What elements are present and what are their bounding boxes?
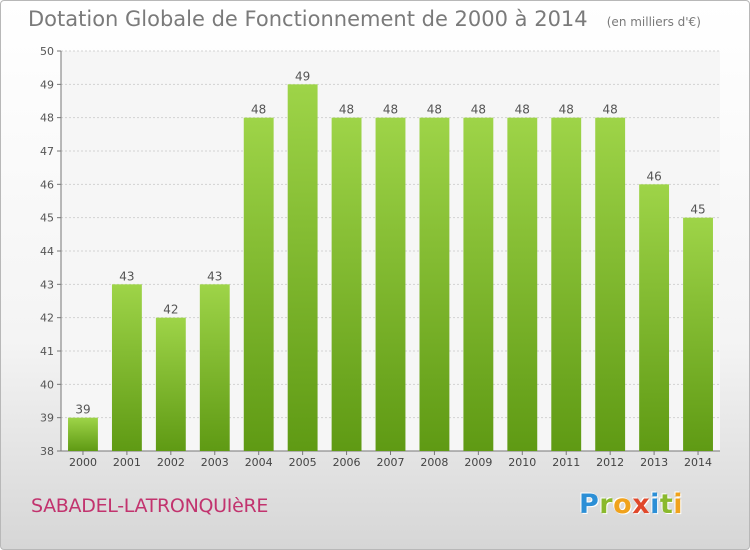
data-label-2002: 42: [163, 303, 178, 317]
bar-2011: [551, 117, 582, 452]
y-tick-label: 40: [40, 378, 54, 391]
bar-2006: [331, 117, 362, 452]
bar-2000: [68, 417, 98, 451]
data-labels: 39 43 42 43 48 49 48 48 48 48 48 48 48 46 45: [75, 69, 705, 416]
y-tick-label: 43: [40, 278, 54, 291]
proxiti-logo: Proxiti: [579, 489, 683, 520]
bars: [68, 84, 713, 452]
logo-letter: r: [599, 489, 614, 520]
data-label-2006: 48: [339, 103, 354, 117]
x-tick-label: 2009: [464, 456, 492, 469]
bar-2001: [111, 284, 142, 451]
bar-2008: [419, 117, 450, 452]
data-label-2005: 49: [295, 69, 310, 83]
bar-2010: [507, 117, 538, 452]
logo-letter: i: [673, 489, 684, 520]
y-tick-label: 46: [40, 178, 54, 191]
data-label-2012: 48: [603, 103, 618, 117]
data-label-2004: 48: [251, 103, 266, 117]
bar-2005: [287, 84, 318, 451]
y-tick-label: 45: [40, 212, 54, 225]
x-tick-label: 2014: [684, 456, 712, 469]
y-tick-label: 50: [40, 45, 54, 58]
logo-letter: o: [613, 489, 633, 520]
bar-2009: [463, 117, 494, 452]
x-tick-label: 2007: [377, 456, 405, 469]
title-row: Dotation Globale de Fonctionnement de 20…: [28, 7, 701, 31]
data-label-2007: 48: [383, 103, 398, 117]
data-label-2000: 39: [75, 403, 90, 417]
y-tick-label: 49: [40, 78, 54, 91]
x-tick-label: 2008: [420, 456, 448, 469]
chart-title: Dotation Globale de Fonctionnement de 20…: [28, 7, 588, 31]
x-tick-label: 2004: [245, 456, 273, 469]
x-tick-label: 2000: [69, 456, 97, 469]
data-label-2011: 48: [559, 103, 574, 117]
x-tick-label: 2005: [289, 456, 317, 469]
bar-2012: [595, 117, 626, 452]
y-tick-label: 47: [40, 145, 54, 158]
data-label-2009: 48: [471, 103, 486, 117]
data-label-2010: 48: [515, 103, 530, 117]
bar-2003: [199, 284, 230, 451]
y-tick-label: 42: [40, 312, 54, 325]
y-tick-label: 39: [40, 412, 54, 425]
x-tick-label: 2001: [113, 456, 141, 469]
bar-2007: [375, 117, 406, 452]
chart-subtitle: (en milliers d'€): [606, 15, 701, 29]
x-tick-label: 2010: [508, 456, 536, 469]
x-tick-label: 2013: [640, 456, 668, 469]
logo-letter: i: [650, 489, 660, 520]
y-tick-label: 41: [40, 345, 54, 358]
y-tick-label: 48: [40, 112, 54, 125]
data-label-2003: 43: [207, 269, 222, 283]
data-label-2013: 46: [646, 169, 661, 183]
bar-2004: [243, 117, 274, 452]
bar-2014: [683, 217, 713, 451]
x-tick-label: 2006: [333, 456, 361, 469]
y-tick-label: 38: [40, 445, 54, 458]
logo-letter: t: [659, 489, 674, 520]
data-label-2008: 48: [427, 103, 442, 117]
axes: 38 39 40 41 42 43 44 45 46 47 48 49 50 2000 2001 2002 20…: [40, 45, 720, 469]
y-tick-label: 44: [40, 245, 54, 258]
x-tick-label: 2011: [552, 456, 580, 469]
x-tick-label: 2012: [596, 456, 624, 469]
data-label-2001: 43: [119, 269, 134, 283]
logo-letter: x: [632, 489, 651, 520]
bar-2002: [155, 317, 186, 451]
bar-2013: [639, 184, 670, 452]
logo-letter: P: [579, 489, 600, 520]
x-tick-label: 2003: [201, 456, 229, 469]
data-label-2014: 45: [690, 203, 705, 217]
x-tick-label: 2002: [157, 456, 185, 469]
commune-name: SABADEL-LATRONQUIèRE: [31, 495, 269, 517]
